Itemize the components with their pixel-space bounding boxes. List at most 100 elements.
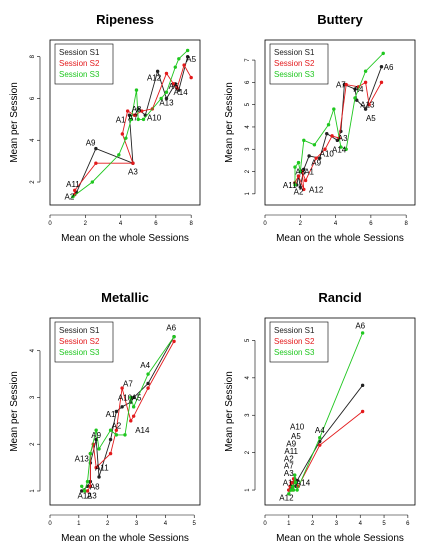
data-point	[120, 132, 125, 136]
chart-panel-buttery: Buttery 0 2 4 6 8 1 2 3 4 5 6 7 Mean on the whole Ses…	[224, 12, 416, 244]
data-point	[164, 96, 169, 101]
y-tick-label: 3	[245, 147, 251, 151]
data-point	[85, 479, 90, 484]
data-point	[171, 82, 176, 86]
data-point	[108, 451, 113, 456]
point-label: A12	[77, 492, 92, 501]
x-tick-label: 1	[77, 521, 81, 527]
y-axis-label: Mean per Session	[9, 371, 20, 452]
x-tick-label: 6	[406, 521, 410, 527]
legend-entry-s2: Session S2	[274, 59, 315, 68]
point-label: A5	[291, 432, 301, 441]
legend-entry-s3: Session S3	[59, 70, 100, 79]
legend-entry-s2: Session S2	[59, 59, 100, 68]
data-point	[293, 165, 297, 169]
x-tick-label: 5	[193, 521, 197, 527]
y-tick-label: 3	[30, 395, 36, 399]
point-label: A7	[336, 81, 346, 90]
data-point	[94, 146, 98, 151]
x-axis-label: Mean on the whole Sessions	[61, 533, 189, 544]
point-label: A13	[75, 454, 90, 463]
point-label: A4	[315, 426, 325, 435]
data-point	[379, 80, 384, 85]
point-label: A2	[284, 454, 294, 463]
point-label: A9	[311, 159, 321, 168]
point-label: A8	[90, 482, 100, 491]
data-point	[325, 131, 329, 136]
data-point	[314, 156, 318, 160]
data-point	[287, 488, 291, 492]
chart-title: Buttery	[317, 12, 363, 27]
legend-entry-s3: Session S3	[274, 70, 315, 79]
y-tick-label: 8	[30, 54, 36, 58]
point-label: A12	[279, 494, 294, 503]
data-point	[323, 147, 327, 151]
data-point	[344, 147, 348, 151]
point-label: A10	[147, 113, 162, 122]
data-point	[360, 331, 365, 335]
data-point	[108, 428, 113, 432]
chart-panel-rancid: Rancid 0 1 2 3 4 5 6 1 2 3 4 5 Mean on the whole Sess…	[224, 290, 416, 544]
data-point	[97, 447, 101, 451]
x-tick-label: 2	[106, 521, 110, 527]
data-point	[146, 381, 150, 386]
legend-entry-s3: Session S3	[59, 348, 100, 357]
data-point	[296, 160, 301, 165]
point-label: A6	[384, 63, 394, 72]
point-label: A12	[309, 185, 324, 194]
y-tick-label: 6	[30, 96, 36, 100]
point-label: A9	[86, 138, 96, 147]
x-tick-label: 8	[405, 221, 409, 227]
data-point	[80, 484, 84, 488]
data-point	[172, 339, 176, 344]
point-label: A11	[95, 464, 109, 473]
x-axis-label: Mean on the whole Sessions	[276, 533, 404, 544]
y-tick-label: 3	[245, 413, 251, 417]
data-point	[131, 405, 136, 409]
x-tick-label: 3	[135, 521, 139, 527]
point-label: A7	[128, 113, 138, 122]
data-point	[94, 161, 98, 165]
point-label: A14	[296, 479, 311, 488]
data-point	[129, 395, 133, 400]
data-point	[182, 63, 186, 67]
point-label: A7	[123, 379, 133, 388]
x-tick-label: 4	[359, 521, 363, 527]
point-label: A9	[91, 431, 101, 440]
y-tick-label: 1	[245, 192, 251, 196]
point-label: A8	[132, 105, 142, 114]
data-point	[120, 405, 124, 409]
legend-entry-s2: Session S2	[274, 337, 315, 346]
point-label: A14	[135, 426, 150, 435]
legend-entry-s3: Session S3	[274, 348, 315, 357]
data-point	[90, 180, 95, 184]
data-point	[85, 489, 90, 493]
legend-entry-s1: Session S1	[274, 326, 315, 335]
x-axis-label: Mean on the whole Sessions	[276, 233, 404, 244]
y-axis-label: Mean per Session	[224, 371, 235, 452]
data-point	[312, 143, 317, 147]
plot-area	[49, 39, 201, 206]
y-tick-label: 6	[245, 80, 251, 84]
point-label: A3	[128, 168, 138, 177]
data-point	[164, 71, 169, 76]
data-point	[296, 174, 301, 178]
x-tick-label: 3	[335, 521, 339, 527]
point-label: A5	[186, 55, 196, 64]
x-tick-label: 2	[84, 221, 88, 227]
data-point	[120, 386, 124, 390]
data-point	[189, 75, 193, 80]
data-point	[381, 51, 385, 56]
point-label: A6	[166, 323, 176, 332]
y-tick-label: 7	[245, 58, 251, 62]
data-point	[318, 156, 322, 160]
data-point	[363, 107, 368, 111]
point-label: A1	[283, 479, 293, 488]
data-point	[339, 145, 343, 149]
point-label: A1	[106, 410, 116, 419]
y-axis-label: Mean per Session	[9, 82, 20, 163]
chart-title: Ripeness	[96, 12, 154, 27]
point-label: A5	[366, 114, 376, 123]
x-tick-label: 8	[190, 221, 194, 227]
